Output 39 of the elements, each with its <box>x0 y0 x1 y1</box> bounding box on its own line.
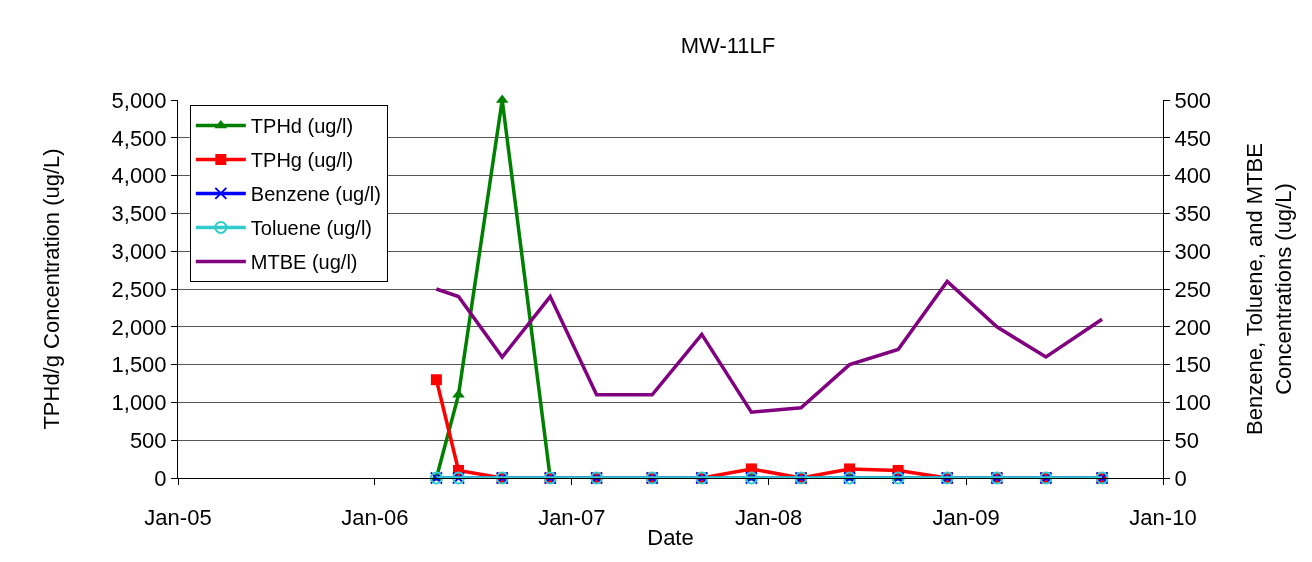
y-tick-label: 4,500 <box>111 125 167 151</box>
y2-tick-label: 150 <box>1174 352 1212 378</box>
line-series <box>434 279 1104 414</box>
point <box>430 374 442 386</box>
y-tick-label: 4,000 <box>111 163 167 189</box>
y2-tick-label: 250 <box>1174 276 1212 302</box>
y-axis-title: TPHd/g Concentration (ug/L) <box>39 148 65 430</box>
y-tick-label: 500 <box>129 427 167 453</box>
y-tick-label: 2,500 <box>111 276 167 302</box>
y-tick-label: 5,000 <box>111 87 167 113</box>
y2-axis-title: Benzene, Toluene, and MTBE Concentrations (ug/L) <box>1242 143 1296 435</box>
x-tick-label: Jan-10 <box>1129 505 1197 531</box>
y2-tick-label: 450 <box>1174 125 1212 151</box>
y-tick-label: 1,000 <box>111 390 167 416</box>
y2-tick-label: 0 <box>1174 465 1187 491</box>
x-tick-label: Jan-06 <box>341 505 409 531</box>
y-tick-label: 1,500 <box>111 352 167 378</box>
y-tick-label: 0 <box>154 465 167 491</box>
x-tick-label: Jan-05 <box>144 505 212 531</box>
chart-title: MW-11LF <box>680 32 776 58</box>
y-tick-label: 3,500 <box>111 201 167 227</box>
y-tick-label: 2,000 <box>111 314 167 340</box>
y2-tick-label: 500 <box>1174 87 1212 113</box>
legend-label: MTBE (ug/l) <box>250 251 358 274</box>
y2-tick-label: 200 <box>1174 314 1212 340</box>
legend-label: TPHd (ug/l) <box>250 115 354 138</box>
y2-tick-label: 350 <box>1174 201 1212 227</box>
y2-tick-label: 300 <box>1174 238 1212 264</box>
x-tick-label: Jan-07 <box>538 505 606 531</box>
legend-label: Toluene (ug/l) <box>250 217 373 240</box>
x-tick-label: Jan-09 <box>932 505 1000 531</box>
x-tick-label: Jan-08 <box>735 505 803 531</box>
y2-tick-label: 100 <box>1174 390 1212 416</box>
x-axis-title: Date <box>647 525 694 551</box>
legend-label: TPHg (ug/l) <box>250 149 354 172</box>
y-tick-label: 3,000 <box>111 238 167 264</box>
y2-tick-label: 50 <box>1174 427 1199 453</box>
legend-label: Benzene (ug/l) <box>250 183 381 206</box>
y2-tick-label: 400 <box>1174 163 1212 189</box>
